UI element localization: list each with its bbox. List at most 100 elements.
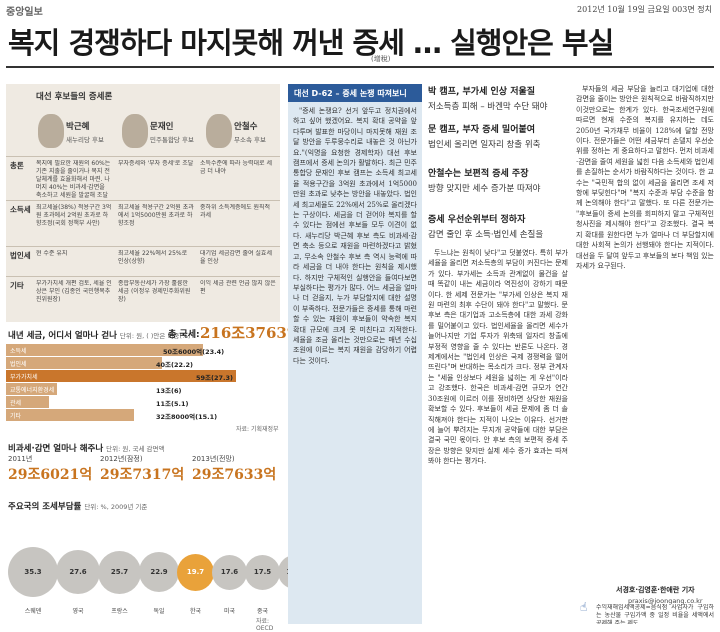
candidate-portrait bbox=[38, 114, 64, 148]
bar-row: 부가가치세 59조(27.3) bbox=[6, 370, 280, 382]
burden-country-label: 영국 bbox=[72, 608, 84, 615]
tax-breakdown-unit: 단위: 원, ( )안은 비중(%) bbox=[119, 332, 191, 340]
candidate-park: 박근혜 새누리당 후보 bbox=[38, 114, 108, 154]
row-label: 소득세 bbox=[10, 205, 31, 214]
candidate-portrait bbox=[206, 114, 232, 148]
subhead: 문 캠프, 부자 증세 밀어붙여 bbox=[428, 125, 536, 135]
subhead: 감면 줄인 후 소득·법인세 손질을 bbox=[428, 230, 544, 240]
burden-country-label: 프랑스 bbox=[111, 608, 128, 615]
footnote-text: 수익재해임세액공제=음식점 사업자가 구입하는 농산물 구입가액 중 일정 비율… bbox=[596, 604, 714, 624]
tax-burden-title-text: 주요국의 조세부담률 bbox=[8, 502, 82, 512]
burden-circle: 25.7 bbox=[98, 550, 141, 594]
bar-category-label: 관세 bbox=[10, 400, 22, 407]
tax-exemption-title-text: 비과세·감면 얼마나 해주나 bbox=[8, 444, 104, 454]
burden-circle: 22.9 bbox=[139, 552, 179, 592]
exemption-year-label: 2012년(잠정) bbox=[100, 455, 143, 463]
burden-circle: 27.6 bbox=[56, 550, 100, 594]
tax-breakdown-source: 자료: 기획재정부 bbox=[236, 426, 279, 433]
sidebar-article: 대선 D-62 – 증세 논쟁 따져보니 "증세 논쟁요? 선거 앞두고 정치권… bbox=[288, 84, 422, 624]
burden-country-label: 독일 bbox=[153, 608, 165, 615]
exemption-year: 2011년 29조6021억 bbox=[8, 454, 92, 484]
exemption-year-value: 29조6021억 bbox=[8, 467, 93, 483]
candidate-name: 박근혜 bbox=[66, 122, 90, 132]
bar bbox=[6, 370, 236, 382]
table-cell: 최고세율(38%) 적용구간 3억원 초과에서 2억원 초과로 하향조정(국회 … bbox=[36, 204, 112, 227]
subhead: 법인세 올리면 일자리 창출 위축 bbox=[428, 140, 541, 150]
exemption-year-value: 29조7633억 bbox=[192, 467, 277, 483]
burden-country-label: 미국 bbox=[223, 608, 236, 615]
pledges-title: 대선 후보들의 증세론 bbox=[36, 92, 113, 102]
bar-row: 교통에너지환경세 13조(6) bbox=[6, 383, 280, 395]
table-cell: 소득수준에 따라 능력대로 세금 더 내야 bbox=[200, 160, 272, 175]
candidate-ahn: 안철수 무소속 후보 bbox=[206, 114, 276, 154]
byline-email[interactable]: praxis@joongang.co.kr bbox=[628, 597, 703, 605]
article-paragraph: 부자들의 세금 부담을 늘리고 대기업에 대한 감면을 줄이는 방안은 원칙적으… bbox=[576, 85, 714, 270]
table-cell: 부자증세와 '부자 증세'로 조달 bbox=[118, 160, 194, 167]
candidate-role: 민주통합당 후보 bbox=[150, 136, 194, 144]
tax-breakdown-chart: 소득세 50조6000억(23.4) 법인세 40조(22.2) 부가가치세 59조(27… bbox=[6, 344, 280, 432]
table-cell: 부가가치세 개편 검토, 세율 인상은 부인 (김종인 국민행복추진위원장) bbox=[36, 280, 112, 303]
bar-row: 법인세 40조(22.2) bbox=[6, 357, 280, 369]
burden-country-label: 한국 bbox=[189, 608, 202, 615]
sidebar-body: "증세 논쟁요? 선거 앞두고 정치권에서 하고 싶어 했겠어요. 복지 확대 … bbox=[293, 106, 417, 620]
table-row: 총론 복지에 필요한 재원의 60%는 기존 지출을 줄이거나 복지 전달체계를… bbox=[6, 156, 280, 200]
bar-category-label: 기타 bbox=[10, 413, 22, 420]
table-cell: 최고세율 적용구간 2억원 초과에서 1억5000만원 초과로 하향조정 bbox=[118, 204, 194, 227]
sidebar-title: 대선 D-62 – 증세 논쟁 따져보니 bbox=[288, 84, 422, 102]
tax-burden-unit: 단위: %, 2009년 기준 bbox=[84, 503, 148, 511]
table-cell: 중하위 소득계층에도 원칙적 과세 bbox=[200, 204, 271, 219]
burden-circle: 35.3 bbox=[8, 547, 58, 597]
bar-value-label: 50조6000억(23.4) bbox=[163, 348, 225, 356]
bar bbox=[6, 409, 134, 421]
row-label: 총론 bbox=[10, 161, 24, 170]
table-cell: 대기업 세금감면 줄여 실효세율 인상 bbox=[200, 250, 272, 265]
article-column: 부자들의 세금 부담을 늘리고 대기업에 대한 감면을 줄이는 방안은 원칙적으… bbox=[576, 84, 714, 580]
headline-rule bbox=[6, 66, 714, 68]
burden-circle: 19.7 bbox=[177, 553, 214, 591]
bar bbox=[6, 357, 162, 369]
exemption-year: 2012년(잠정) 29조7317억 bbox=[100, 454, 184, 484]
byline: 서경호·김영훈·한애란 기자 bbox=[616, 586, 695, 594]
burden-circle: 17.6 bbox=[212, 554, 247, 590]
table-row: 법인세 현 수준 유지 최고세율 22%에서 25%로 인상(상향) 대기업 세… bbox=[6, 246, 280, 276]
subhead: 방향 맞지만 세수 증가분 따져야 bbox=[428, 184, 541, 194]
tax-exemption-title: 비과세·감면 얼마나 해주나 단위: 원, 국세 감면액 bbox=[8, 442, 164, 454]
bar bbox=[6, 396, 49, 408]
pledges-table: 총론 복지에 필요한 재원의 60%는 기존 지출을 줄이거나 복지 전달체계를… bbox=[6, 156, 280, 320]
exemption-year: 2013년(전망) 29조7633억 bbox=[192, 454, 276, 484]
bar bbox=[6, 344, 203, 356]
burden-circle: 17.5 bbox=[245, 554, 280, 590]
candidate-name: 안철수 bbox=[234, 122, 258, 132]
candidate-pledges-box: 대선 후보들의 증세론 박근혜 새누리당 후보 문재인 민주통합당 후보 안철수… bbox=[6, 84, 280, 322]
bar-row: 기타 32조8000억(15.1) bbox=[6, 409, 280, 421]
subhead: 증세 우선순위부터 정하자 bbox=[428, 215, 526, 225]
subhead: 박 캠프, 부가세 인상 저울질 bbox=[428, 87, 536, 97]
exemption-year-value: 29조7317억 bbox=[100, 467, 185, 483]
total-tax-value: 216조3763억 bbox=[200, 324, 301, 342]
tax-exemption-unit: 단위: 원, 국세 감면액 bbox=[106, 445, 165, 453]
bar bbox=[6, 383, 57, 395]
burden-country-label: 중국 bbox=[256, 608, 269, 615]
sidebar-paragraph: "증세 논쟁요? 선거 앞두고 정치권에서 하고 싶어 했겠어요. 복지 확대 … bbox=[293, 107, 417, 365]
exemption-year-label: 2013년(전망) bbox=[192, 455, 235, 463]
subhead: 저소득층 피해 – 바겐막 수단 돼야 bbox=[428, 102, 548, 112]
hand-pointer-icon: ☝ bbox=[580, 600, 588, 614]
burden-country-label: 스웨덴 bbox=[24, 608, 42, 615]
headline-annotation: (增稅) bbox=[371, 55, 391, 63]
tax-burden-title: 주요국의 조세부담률 단위: %, 2009년 기준 bbox=[8, 500, 147, 512]
bar-category-label: 부가가치세 bbox=[10, 374, 38, 381]
table-row: 기타 부가가치세 개편 검토, 세율 인상은 부인 (김종인 국민행복추진위원장… bbox=[6, 276, 280, 320]
bar-category-label: 교통에너지환경세 bbox=[10, 387, 55, 394]
article-column: 두느냐는 원칙이 낮다"고 덧붙였다. 특히 부가세율을 올리면 저소득층의 부… bbox=[428, 248, 568, 624]
exemption-year-label: 2011년 bbox=[8, 455, 33, 463]
tax-burden-chart: 자료: OECD 35.3 스웨덴 27.6 영국 25.7 프랑스 22.9 독일 19.7 한… bbox=[6, 512, 369, 632]
table-row: 소득세 최고세율(38%) 적용구간 3억원 초과에서 2억원 초과로 하향조정… bbox=[6, 200, 280, 246]
table-cell: 최고세율 22%에서 25%로 인상(상향) bbox=[118, 250, 188, 265]
candidate-role: 무소속 후보 bbox=[234, 136, 266, 144]
row-label: 기타 bbox=[10, 281, 24, 290]
bar-value-label: 32조8000억(15.1) bbox=[156, 413, 218, 421]
bar-category-label: 법인세 bbox=[10, 361, 27, 368]
total-tax-label: 총 국세: bbox=[168, 330, 200, 340]
dateline: 2012년 10월 19일 금요일 003면 정치 bbox=[577, 5, 712, 14]
bar-value-label: 59조(27.3) bbox=[196, 374, 234, 382]
